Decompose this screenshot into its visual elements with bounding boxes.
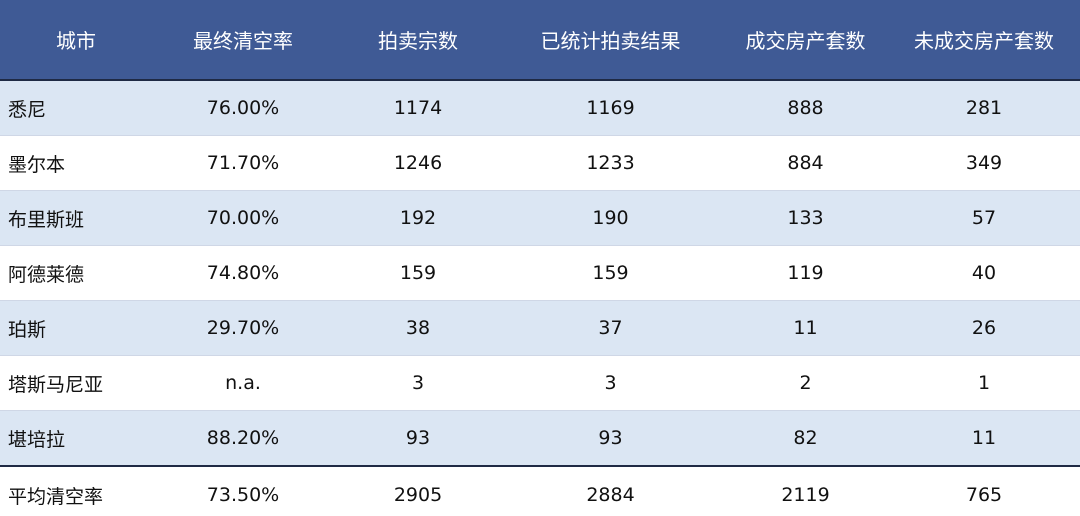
cell-unsold: 281 [888, 80, 1080, 136]
cell-sold: 888 [723, 80, 888, 136]
total-label: 平均清空率 [0, 465, 148, 516]
table-header: 城市 最终清空率 拍卖宗数 已统计拍卖结果 成交房产套数 未成交房产套数 [0, 0, 1080, 81]
header-city: 城市 [0, 0, 148, 81]
total-clearance-rate: 73.50% [148, 465, 338, 516]
table-row: 悉尼 76.00% 1174 1169 888 281 [0, 80, 1080, 136]
header-clearance-rate: 最终清空率 [148, 0, 338, 81]
table-body: 悉尼 76.00% 1174 1169 888 281 墨尔本 71.70% 1… [0, 80, 1080, 516]
cell-reported: 93 [498, 410, 723, 467]
header-reported: 已统计拍卖结果 [498, 0, 723, 81]
cell-unsold: 1 [888, 355, 1080, 411]
cell-clearance-rate: 76.00% [148, 80, 338, 136]
cell-reported: 1169 [498, 80, 723, 136]
cell-auctions: 1174 [338, 80, 498, 136]
cell-auctions: 192 [338, 190, 498, 246]
cell-reported: 3 [498, 355, 723, 411]
cell-auctions: 3 [338, 355, 498, 411]
total-reported: 2884 [498, 465, 723, 516]
cell-clearance-rate: n.a. [148, 355, 338, 411]
cell-clearance-rate: 74.80% [148, 245, 338, 301]
cell-city: 珀斯 [0, 300, 148, 356]
cell-reported: 159 [498, 245, 723, 301]
total-unsold: 765 [888, 465, 1080, 516]
cell-city: 墨尔本 [0, 135, 148, 191]
cell-clearance-rate: 29.70% [148, 300, 338, 356]
cell-unsold: 40 [888, 245, 1080, 301]
table-row: 墨尔本 71.70% 1246 1233 884 349 [0, 135, 1080, 191]
cell-unsold: 26 [888, 300, 1080, 356]
cell-city: 堪培拉 [0, 410, 148, 467]
cell-sold: 133 [723, 190, 888, 246]
table-row: 阿德莱德 74.80% 159 159 119 40 [0, 245, 1080, 301]
cell-unsold: 57 [888, 190, 1080, 246]
cell-sold: 119 [723, 245, 888, 301]
cell-sold: 82 [723, 410, 888, 467]
cell-city: 阿德莱德 [0, 245, 148, 301]
cell-city: 悉尼 [0, 80, 148, 136]
cell-auctions: 159 [338, 245, 498, 301]
table-row: 珀斯 29.70% 38 37 11 26 [0, 300, 1080, 356]
cell-auctions: 93 [338, 410, 498, 467]
cell-sold: 11 [723, 300, 888, 356]
cell-city: 布里斯班 [0, 190, 148, 246]
total-sold: 2119 [723, 465, 888, 516]
cell-sold: 2 [723, 355, 888, 411]
table-row: 塔斯马尼亚 n.a. 3 3 2 1 [0, 355, 1080, 411]
table-row: 堪培拉 88.20% 93 93 82 11 [0, 410, 1080, 467]
cell-sold: 884 [723, 135, 888, 191]
total-auctions: 2905 [338, 465, 498, 516]
cell-auctions: 38 [338, 300, 498, 356]
total-row: 平均清空率 73.50% 2905 2884 2119 765 [0, 465, 1080, 516]
cell-reported: 190 [498, 190, 723, 246]
cell-clearance-rate: 70.00% [148, 190, 338, 246]
cell-reported: 1233 [498, 135, 723, 191]
cell-unsold: 349 [888, 135, 1080, 191]
cell-city: 塔斯马尼亚 [0, 355, 148, 411]
header-auctions: 拍卖宗数 [338, 0, 498, 81]
header-unsold: 未成交房产套数 [888, 0, 1080, 81]
cell-reported: 37 [498, 300, 723, 356]
cell-unsold: 11 [888, 410, 1080, 467]
cell-clearance-rate: 88.20% [148, 410, 338, 467]
header-row: 城市 最终清空率 拍卖宗数 已统计拍卖结果 成交房产套数 未成交房产套数 [0, 0, 1080, 81]
header-sold: 成交房产套数 [723, 0, 888, 81]
cell-clearance-rate: 71.70% [148, 135, 338, 191]
table-row: 布里斯班 70.00% 192 190 133 57 [0, 190, 1080, 246]
cell-auctions: 1246 [338, 135, 498, 191]
